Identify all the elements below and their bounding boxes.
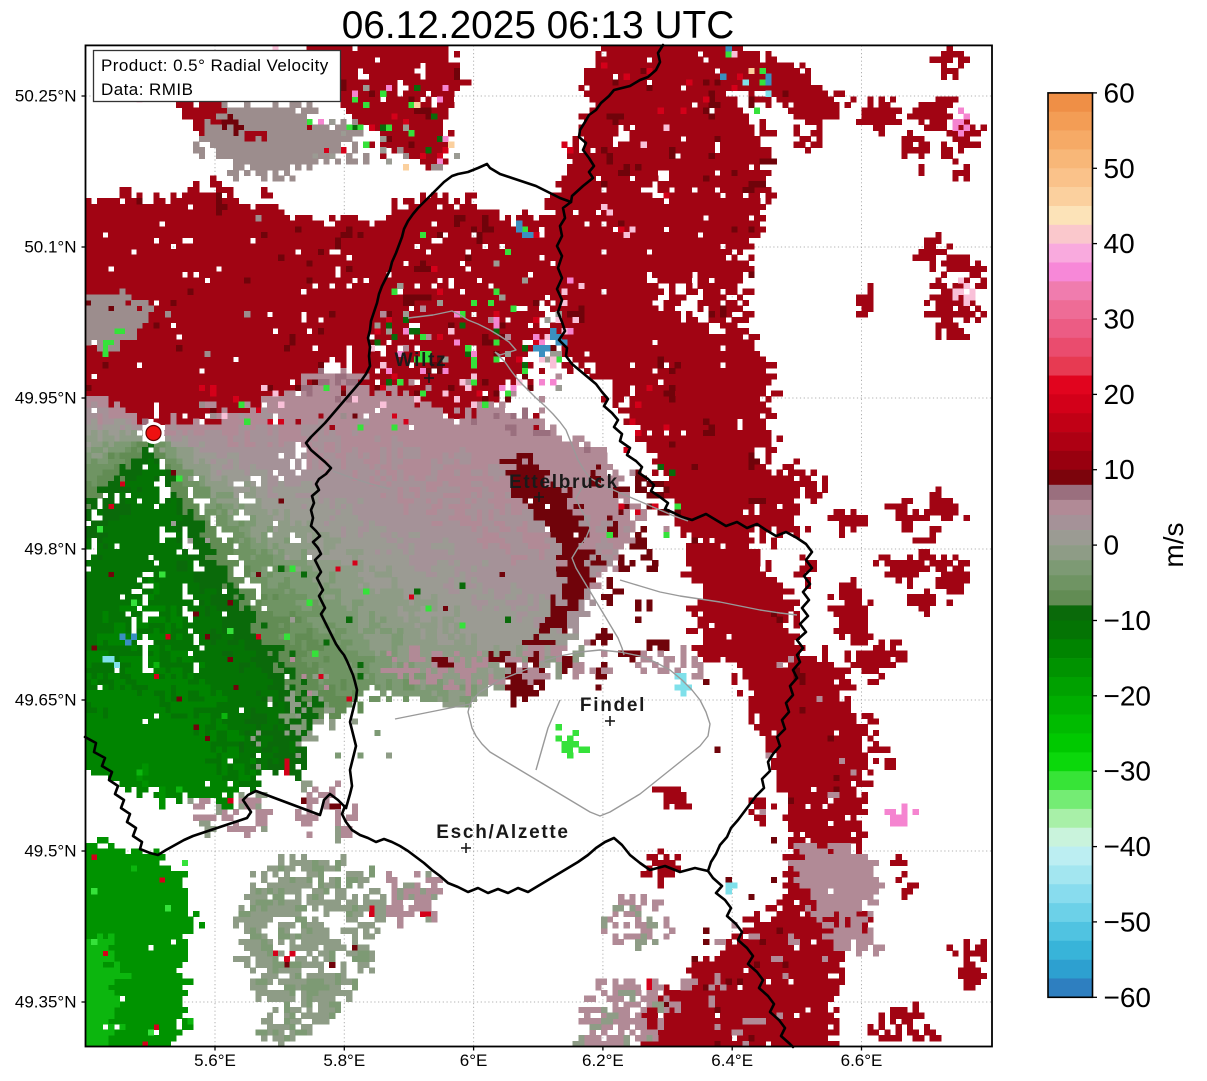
- svg-text:10: 10: [1104, 454, 1135, 485]
- svg-text:5.8°E: 5.8°E: [323, 1051, 365, 1070]
- svg-text:49.8°N: 49.8°N: [24, 540, 76, 559]
- svg-text:−10: −10: [1104, 605, 1152, 636]
- svg-text:50.25°N: 50.25°N: [15, 87, 77, 106]
- svg-text:−60: −60: [1104, 982, 1152, 1013]
- svg-text:−50: −50: [1104, 906, 1152, 937]
- svg-text:−40: −40: [1104, 831, 1152, 862]
- svg-text:Ettelbruck: Ettelbruck: [509, 472, 619, 493]
- svg-text:6.4°E: 6.4°E: [711, 1051, 753, 1070]
- svg-text:Product: 0.5° Radial Velocity: Product: 0.5° Radial Velocity: [101, 56, 329, 75]
- svg-text:20: 20: [1104, 379, 1135, 410]
- svg-text:06.12.2025 06:13 UTC: 06.12.2025 06:13 UTC: [342, 4, 735, 47]
- svg-text:m/s: m/s: [1158, 522, 1189, 567]
- svg-text:49.5°N: 49.5°N: [24, 842, 76, 861]
- svg-text:−20: −20: [1104, 680, 1152, 711]
- svg-text:Data: RMIB: Data: RMIB: [101, 80, 193, 99]
- svg-text:6.2°E: 6.2°E: [582, 1051, 624, 1070]
- svg-text:50: 50: [1104, 153, 1135, 184]
- svg-text:49.65°N: 49.65°N: [15, 691, 77, 710]
- svg-text:5.6°E: 5.6°E: [194, 1051, 236, 1070]
- svg-text:50.1°N: 50.1°N: [24, 238, 76, 257]
- svg-text:60: 60: [1104, 77, 1135, 108]
- svg-text:40: 40: [1104, 228, 1135, 259]
- svg-text:0: 0: [1104, 530, 1120, 561]
- svg-text:−30: −30: [1104, 756, 1152, 787]
- svg-text:30: 30: [1104, 304, 1135, 335]
- svg-text:Esch/Alzette: Esch/Alzette: [436, 822, 569, 843]
- svg-text:6°E: 6°E: [460, 1051, 488, 1070]
- svg-text:Findel: Findel: [580, 695, 646, 716]
- svg-text:49.35°N: 49.35°N: [15, 993, 77, 1012]
- svg-text:49.95°N: 49.95°N: [15, 389, 77, 408]
- svg-text:6.6°E: 6.6°E: [841, 1051, 883, 1070]
- svg-text:Wiltz: Wiltz: [395, 350, 448, 371]
